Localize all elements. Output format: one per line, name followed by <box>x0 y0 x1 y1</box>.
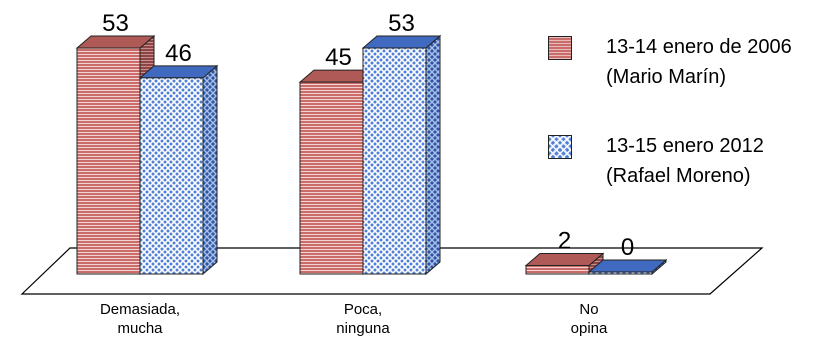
legend-swatch-2006 <box>548 36 572 60</box>
category-label-demasiada-mucha-line2: mucha <box>117 320 163 337</box>
bar-face-2012-no-opina <box>588 271 653 275</box>
legend-swatch-2012 <box>548 135 572 159</box>
bar-top-2006-no-opina <box>524 252 605 266</box>
category-label-no-opina-line1: No <box>579 301 598 318</box>
bar-face-2006-no-opina <box>525 264 590 275</box>
bars-layer <box>75 34 668 276</box>
data-label-2012-demasiada-mucha: 46 <box>165 40 192 67</box>
bar-face-2012-demasiada-mucha <box>139 77 204 275</box>
legend-label-2012: 13-15 enero 2012 (Rafael Moreno) <box>606 131 764 191</box>
legend-label-2006-line1: 13-14 enero de 2006 <box>606 36 792 58</box>
legend-item-2012: 13-15 enero 2012 (Rafael Moreno) <box>548 131 764 191</box>
data-label-2012-no-opina: 0 <box>621 234 634 261</box>
bar-top-2006-demasiada-mucha <box>75 35 156 49</box>
legend-label-2006: 13-14 enero de 2006 (Mario Marín) <box>606 32 792 92</box>
data-label-2012-poca-ninguna: 53 <box>388 10 415 37</box>
legend-label-2012-line1: 13-15 enero 2012 <box>606 135 764 157</box>
legend-item-2006: 13-14 enero de 2006 (Mario Marín) <box>548 32 792 92</box>
bar-side-2012-demasiada-mucha <box>202 64 218 276</box>
bar-side-2012-poca-ninguna <box>425 34 441 276</box>
category-label-poca-ninguna-line2: ninguna <box>336 320 390 337</box>
bar-2012-poca-ninguna <box>361 34 442 276</box>
bar-face-2006-demasiada-mucha <box>76 47 141 275</box>
data-label-2006-demasiada-mucha: 53 <box>102 10 129 37</box>
data-label-2006-poca-ninguna: 45 <box>325 44 352 71</box>
category-label-poca-ninguna-line1: Poca, <box>344 301 382 318</box>
bar-face-2012-poca-ninguna <box>362 47 427 275</box>
bar-top-2012-no-opina <box>587 259 668 273</box>
category-label-demasiada-mucha-line1: Demasiada, <box>100 301 180 318</box>
bar-2012-demasiada-mucha <box>138 64 219 276</box>
labels-layer: 53 46 Demasiada, mucha 45 53 Poca, ninguna 2 0 No o… <box>100 10 634 337</box>
bar-face-2006-poca-ninguna <box>299 81 364 275</box>
bar-top-2012-poca-ninguna <box>361 35 442 49</box>
bar-top-2012-demasiada-mucha <box>138 65 219 79</box>
category-label-no-opina-line2: opina <box>571 320 608 337</box>
data-label-2006-no-opina: 2 <box>558 227 571 254</box>
legend-label-2012-line2: (Rafael Moreno) <box>606 165 751 187</box>
legend-label-2006-line2: (Mario Marín) <box>606 66 727 88</box>
bar-2012-no-opina <box>587 258 668 276</box>
